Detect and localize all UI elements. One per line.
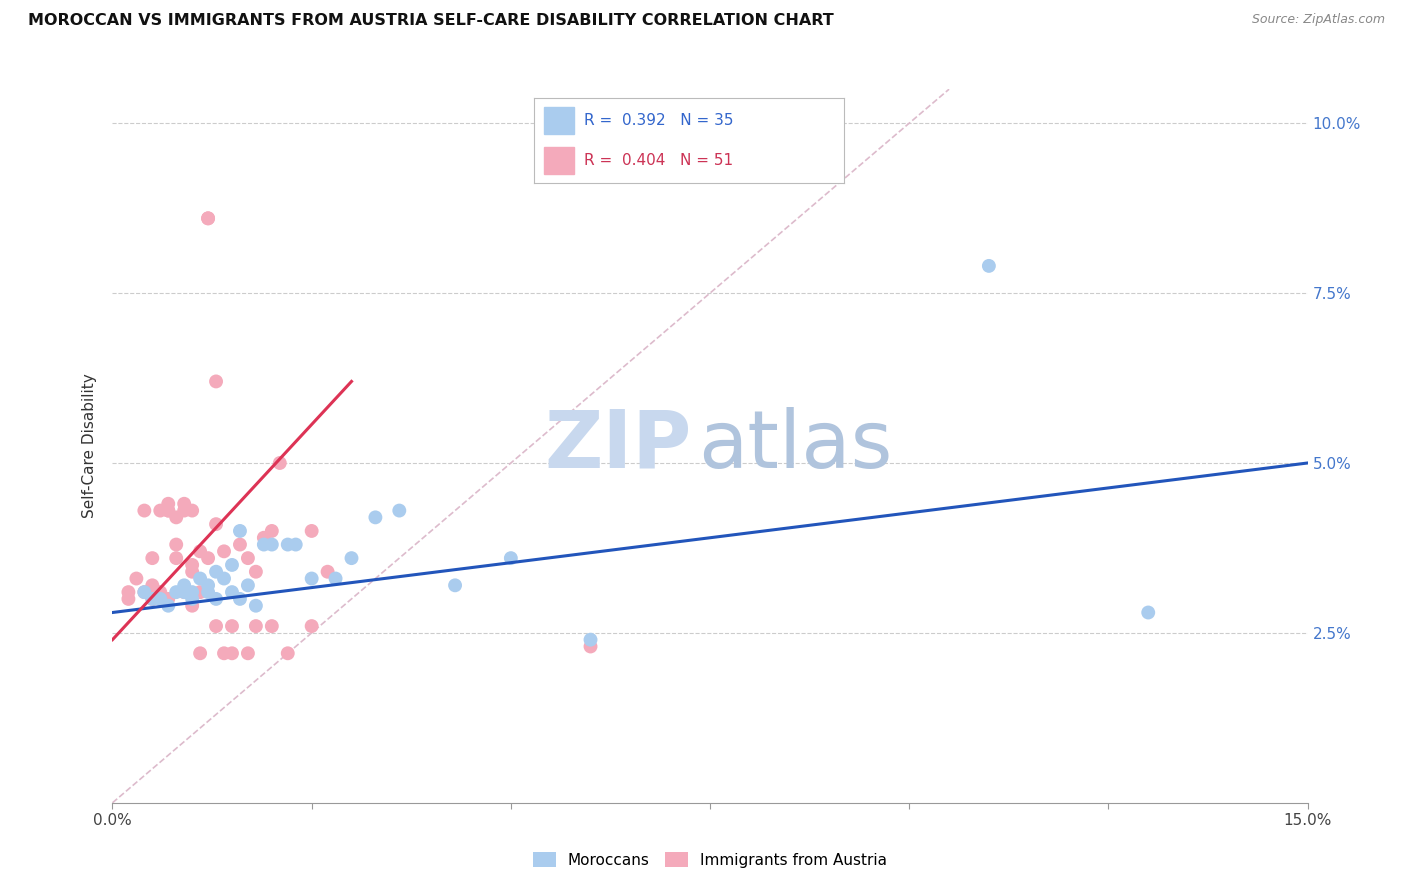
Point (212, 572, 235, 586)
Point (141, 578, 163, 592)
Point (245, 599, 267, 613)
Point (181, 585, 204, 599)
Point (260, 537, 283, 551)
Point (444, 578, 467, 592)
Point (221, 585, 243, 599)
Point (245, 619, 267, 633)
Point (197, 585, 219, 599)
Point (1137, 606, 1160, 620)
Point (229, 591, 252, 606)
Point (188, 585, 211, 599)
Point (165, 510, 187, 524)
Point (165, 537, 187, 551)
Point (260, 619, 283, 633)
Point (188, 572, 211, 586)
Point (197, 211, 219, 226)
Point (301, 572, 323, 586)
Y-axis label: Self-Care Disability: Self-Care Disability (82, 374, 97, 518)
Point (253, 537, 276, 551)
Point (236, 578, 259, 592)
Point (181, 591, 204, 606)
Point (181, 565, 204, 579)
Point (579, 640, 602, 654)
Point (221, 558, 243, 572)
Point (134, 585, 156, 599)
Point (301, 619, 323, 633)
Point (221, 646, 243, 660)
Point (173, 585, 195, 599)
Bar (544, 107, 575, 134)
Point (173, 503, 195, 517)
Point (157, 503, 180, 517)
Point (205, 565, 228, 579)
Text: atlas: atlas (697, 407, 893, 485)
Point (149, 503, 172, 517)
Point (117, 585, 139, 599)
Point (141, 591, 163, 606)
Point (173, 585, 195, 599)
Point (269, 456, 291, 470)
Point (188, 646, 211, 660)
Point (149, 585, 172, 599)
Point (197, 551, 219, 566)
Point (277, 646, 299, 660)
Point (579, 632, 602, 647)
Point (229, 537, 252, 551)
Point (181, 503, 204, 517)
Point (205, 517, 228, 532)
Point (253, 531, 276, 545)
Text: Source: ZipAtlas.com: Source: ZipAtlas.com (1251, 13, 1385, 27)
Point (197, 211, 219, 226)
Point (157, 503, 180, 517)
Point (173, 497, 195, 511)
Point (277, 537, 299, 551)
Point (364, 510, 387, 524)
Point (229, 524, 252, 538)
Point (205, 591, 228, 606)
Point (316, 565, 339, 579)
Point (134, 585, 156, 599)
Point (260, 524, 283, 538)
Point (325, 572, 347, 586)
Point (117, 591, 139, 606)
Point (212, 544, 235, 558)
Point (165, 551, 187, 566)
Point (141, 551, 163, 566)
Point (977, 259, 1000, 273)
Point (125, 572, 148, 586)
Point (173, 578, 195, 592)
Text: ZIP: ZIP (546, 407, 692, 485)
Point (221, 619, 243, 633)
Legend: Moroccans, Immigrants from Austria: Moroccans, Immigrants from Austria (527, 846, 893, 873)
Point (236, 551, 259, 566)
Bar (544, 147, 575, 175)
Point (197, 578, 219, 592)
Text: MOROCCAN VS IMMIGRANTS FROM AUSTRIA SELF-CARE DISABILITY CORRELATION CHART: MOROCCAN VS IMMIGRANTS FROM AUSTRIA SELF… (28, 13, 834, 29)
Point (165, 585, 187, 599)
Point (340, 551, 363, 566)
Point (301, 524, 323, 538)
Point (141, 591, 163, 606)
Point (157, 497, 180, 511)
Point (205, 375, 228, 389)
Point (149, 591, 172, 606)
Point (499, 551, 522, 566)
Point (134, 503, 156, 517)
Text: R =  0.404   N = 51: R = 0.404 N = 51 (583, 153, 733, 169)
Point (212, 646, 235, 660)
Point (388, 503, 411, 517)
Point (181, 599, 204, 613)
Point (205, 619, 228, 633)
Point (157, 599, 180, 613)
Text: R =  0.392   N = 35: R = 0.392 N = 35 (583, 112, 734, 128)
Point (245, 565, 267, 579)
Point (181, 558, 204, 572)
Point (236, 646, 259, 660)
Point (188, 544, 211, 558)
Point (284, 537, 307, 551)
Point (157, 591, 180, 606)
